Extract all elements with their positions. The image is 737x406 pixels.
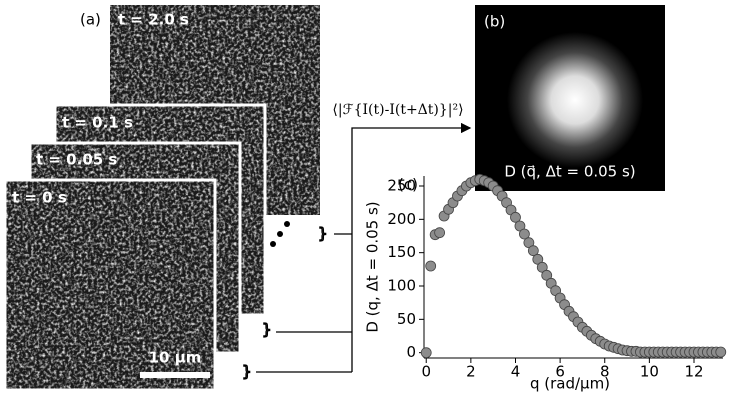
brace: } (262, 321, 272, 339)
point (527, 245, 539, 257)
panel-label: (a) (80, 11, 101, 29)
point (715, 346, 727, 358)
x-axis-label: q (rad/μm) (530, 375, 610, 393)
y-tick-label: 250 (387, 177, 416, 195)
brace: } (318, 225, 328, 243)
x-tick-label: 8 (600, 363, 610, 381)
y-tick-label: 0 (406, 343, 416, 361)
point (434, 227, 446, 239)
point (519, 228, 530, 240)
x-tick-label: 0 (421, 363, 431, 381)
x-tick-label: 2 (466, 363, 476, 381)
arrow-label: ⟨|ℱ{I(t)-I(t+Δt)}|²⟩ (332, 102, 463, 118)
ellipsis (270, 221, 290, 247)
x-tick-label: 10 (640, 363, 659, 381)
brace: } (242, 363, 252, 381)
connectors: } } } (241, 128, 470, 381)
frame-label: t = 0 s (12, 189, 67, 207)
point (420, 347, 432, 359)
y-tick-label: 200 (387, 210, 416, 228)
panel-caption: D (q⃗, Δt = 0.05 s) (504, 163, 635, 181)
frame-stack: t = 2.0 s t = 0.1 s t = 0.05 s t = 0 s 1… (3, 5, 320, 392)
x-tick-label: 12 (684, 363, 703, 381)
x-tick-label: 6 (555, 363, 565, 381)
panel-label: (c) (398, 176, 418, 194)
y-axis-label: D (q, Δt = 0.05 s) (364, 201, 382, 332)
point (425, 260, 437, 272)
panel-label: (b) (484, 13, 505, 31)
scale-label: 10 μm (149, 349, 202, 367)
x-tick-label: 4 (511, 363, 521, 381)
point (510, 211, 521, 223)
frame-label: t = 2.0 s (118, 11, 189, 29)
frame-label: t = 0.1 s (62, 114, 133, 132)
frame-label: t = 0.05 s (36, 151, 117, 169)
y-tick-label: 100 (387, 277, 416, 295)
y-tick-label: 50 (397, 310, 416, 328)
y-tick-label: 150 (387, 243, 416, 261)
fourier-glow (507, 32, 643, 168)
frame (3, 178, 217, 392)
scale-bar (140, 372, 210, 378)
